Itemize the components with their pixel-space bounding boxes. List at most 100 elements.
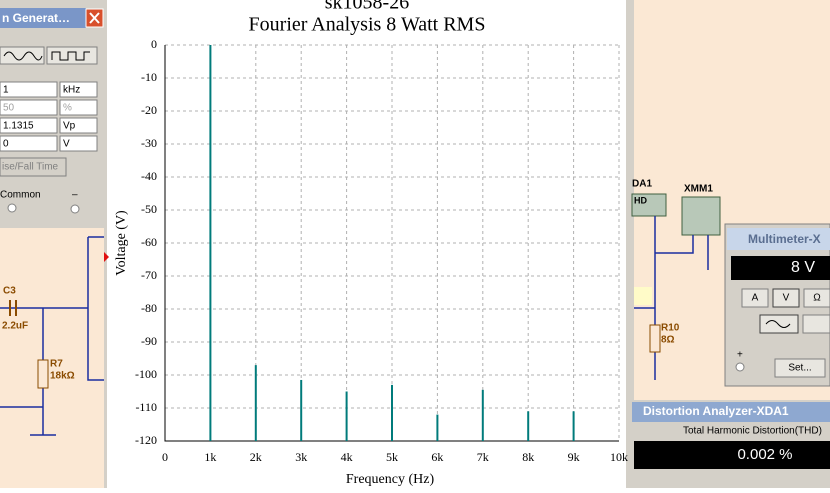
capacitor bbox=[9, 300, 17, 316]
display-value: 0.002 % bbox=[737, 446, 792, 463]
y-tick-label: -50 bbox=[141, 202, 157, 216]
part-value: 2.2uF bbox=[2, 321, 28, 332]
field-unit: kHz bbox=[63, 85, 80, 96]
distortion-title: Distortion Analyzer-XDA1 bbox=[643, 404, 789, 418]
button-label: A bbox=[752, 293, 759, 304]
mode-button[interactable] bbox=[772, 288, 800, 308]
display-value: 8 V bbox=[791, 259, 815, 276]
x-tick-label: 1k bbox=[204, 450, 216, 464]
x-tick-label: 4k bbox=[341, 450, 353, 464]
wave-square-button[interactable] bbox=[46, 46, 98, 65]
multimeter-titlebar bbox=[727, 228, 830, 250]
wave-sine-button[interactable] bbox=[0, 46, 45, 65]
chart-window bbox=[107, 0, 626, 488]
part-label: HD bbox=[634, 195, 647, 205]
window-title: sk1058-26 bbox=[325, 0, 409, 14]
field[interactable] bbox=[0, 99, 58, 116]
resistor bbox=[649, 324, 661, 353]
distortion-titlebar bbox=[632, 402, 830, 422]
y-tick-label: -10 bbox=[141, 70, 157, 84]
field-unit: % bbox=[63, 103, 72, 114]
unit-box bbox=[59, 117, 98, 134]
part-label: R7 bbox=[50, 359, 63, 370]
part-label: XMM1 bbox=[684, 184, 713, 195]
field-unit: V bbox=[63, 139, 70, 150]
multimeter-title: Multimeter-X bbox=[748, 232, 821, 246]
unit-box bbox=[59, 81, 98, 98]
field-value: 50 bbox=[3, 103, 15, 114]
wire bbox=[634, 216, 709, 380]
ac-icon bbox=[765, 320, 791, 328]
y-tick-label: -20 bbox=[141, 103, 157, 117]
part-value: 8Ω bbox=[661, 335, 675, 346]
mode-button[interactable] bbox=[803, 288, 830, 308]
resistor bbox=[37, 359, 49, 389]
common-label: Common bbox=[0, 190, 41, 201]
plot-frame bbox=[164, 45, 619, 442]
chart-title: Fourier Analysis 8 Watt RMS bbox=[249, 14, 486, 36]
y-axis-label: Voltage (V) bbox=[114, 210, 129, 276]
multimeter-instrument bbox=[681, 196, 721, 236]
generator-title: n Generat… bbox=[2, 11, 70, 25]
terminal[interactable] bbox=[7, 203, 17, 213]
button-label: V bbox=[783, 293, 790, 304]
set-button[interactable] bbox=[774, 358, 826, 378]
field[interactable] bbox=[0, 81, 58, 98]
minus-label: – bbox=[72, 190, 78, 201]
y-tick-label: -40 bbox=[141, 169, 157, 183]
x-tick-label: 2k bbox=[250, 450, 262, 464]
button-label: ise/Fall Time bbox=[2, 162, 59, 173]
mode-button[interactable] bbox=[741, 288, 769, 308]
close-icon bbox=[89, 12, 100, 24]
x-axis-label: Frequency (Hz) bbox=[346, 472, 435, 487]
y-tick-label: -100 bbox=[135, 367, 157, 381]
x-tick-label: 0 bbox=[162, 450, 168, 464]
unit-box bbox=[59, 99, 98, 116]
part-label: R10 bbox=[661, 323, 680, 334]
thd-label: Total Harmonic Distortion(THD) bbox=[683, 426, 822, 437]
sine-icon bbox=[3, 51, 43, 61]
unit-box bbox=[59, 135, 98, 152]
part-label: C3 bbox=[3, 286, 16, 297]
y-tick-label: -110 bbox=[135, 400, 157, 414]
dc-button[interactable] bbox=[802, 314, 830, 334]
y-tick-label: 0 bbox=[151, 37, 157, 51]
multimeter-display bbox=[731, 256, 830, 280]
y-tick-label: -80 bbox=[141, 301, 157, 315]
field-value: 1 bbox=[3, 85, 9, 96]
wire bbox=[0, 236, 104, 436]
terminal[interactable] bbox=[70, 204, 80, 214]
y-tick-label: -30 bbox=[141, 136, 157, 150]
field[interactable] bbox=[0, 135, 58, 152]
y-tick-label: -70 bbox=[141, 268, 157, 282]
thd-display bbox=[634, 441, 830, 469]
plus-label: + bbox=[737, 350, 743, 361]
part-label: DA1 bbox=[632, 179, 652, 190]
y-tick-label: -60 bbox=[141, 235, 157, 249]
field[interactable] bbox=[0, 117, 58, 134]
part-value: 18kΩ bbox=[50, 371, 75, 382]
generator-titlebar bbox=[0, 8, 86, 28]
y-tick-label: -90 bbox=[141, 334, 157, 348]
highlight bbox=[634, 287, 652, 305]
button-label: Set... bbox=[788, 363, 811, 374]
field-value: 1.1315 bbox=[3, 121, 34, 132]
distortion-instrument bbox=[631, 193, 667, 217]
x-tick-label: 5k bbox=[386, 450, 398, 464]
marker bbox=[104, 252, 109, 262]
field-value: 0 bbox=[3, 139, 9, 150]
x-tick-label: 3k bbox=[295, 450, 307, 464]
window-edge bbox=[626, 0, 634, 488]
button-label: Ω bbox=[813, 293, 821, 304]
x-tick-label: 10k bbox=[610, 450, 628, 464]
window-edge bbox=[104, 0, 107, 488]
field-unit: Vp bbox=[63, 121, 76, 132]
x-tick-label: 7k bbox=[477, 450, 489, 464]
terminal[interactable] bbox=[735, 362, 745, 372]
x-tick-label: 9k bbox=[568, 450, 580, 464]
x-tick-label: 8k bbox=[522, 450, 534, 464]
rise-fall-button[interactable] bbox=[0, 157, 67, 177]
y-tick-label: -120 bbox=[135, 433, 157, 447]
ac-button[interactable] bbox=[759, 314, 799, 334]
